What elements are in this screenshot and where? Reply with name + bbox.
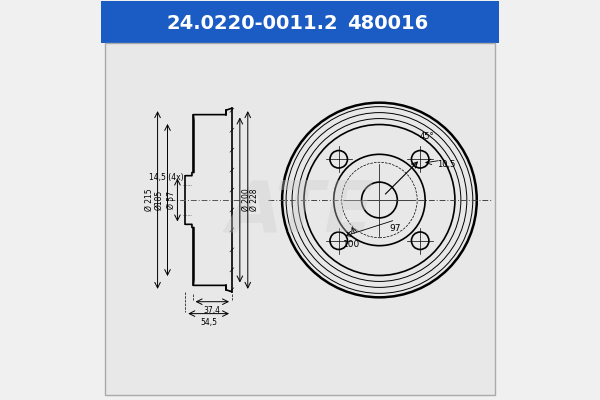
Text: 45°: 45° <box>419 132 434 141</box>
Text: 10,5: 10,5 <box>437 160 455 169</box>
Text: Ø 215: Ø 215 <box>145 189 154 211</box>
Text: 14,5 (4x): 14,5 (4x) <box>149 173 184 182</box>
Text: ATE: ATE <box>226 178 374 246</box>
Text: 480016: 480016 <box>347 14 428 33</box>
Text: 54,5: 54,5 <box>200 318 217 326</box>
Text: Ø 57: Ø 57 <box>166 191 175 209</box>
Text: 100: 100 <box>343 240 360 249</box>
Text: 24.0220-0011.2: 24.0220-0011.2 <box>167 14 338 33</box>
Text: Ø 200: Ø 200 <box>242 189 251 211</box>
Text: 97: 97 <box>389 224 401 233</box>
Text: 37,4: 37,4 <box>204 306 221 315</box>
Text: Ø185: Ø185 <box>155 190 164 210</box>
FancyBboxPatch shape <box>101 1 499 43</box>
Text: Ø 228: Ø 228 <box>250 189 259 211</box>
FancyBboxPatch shape <box>106 43 494 395</box>
